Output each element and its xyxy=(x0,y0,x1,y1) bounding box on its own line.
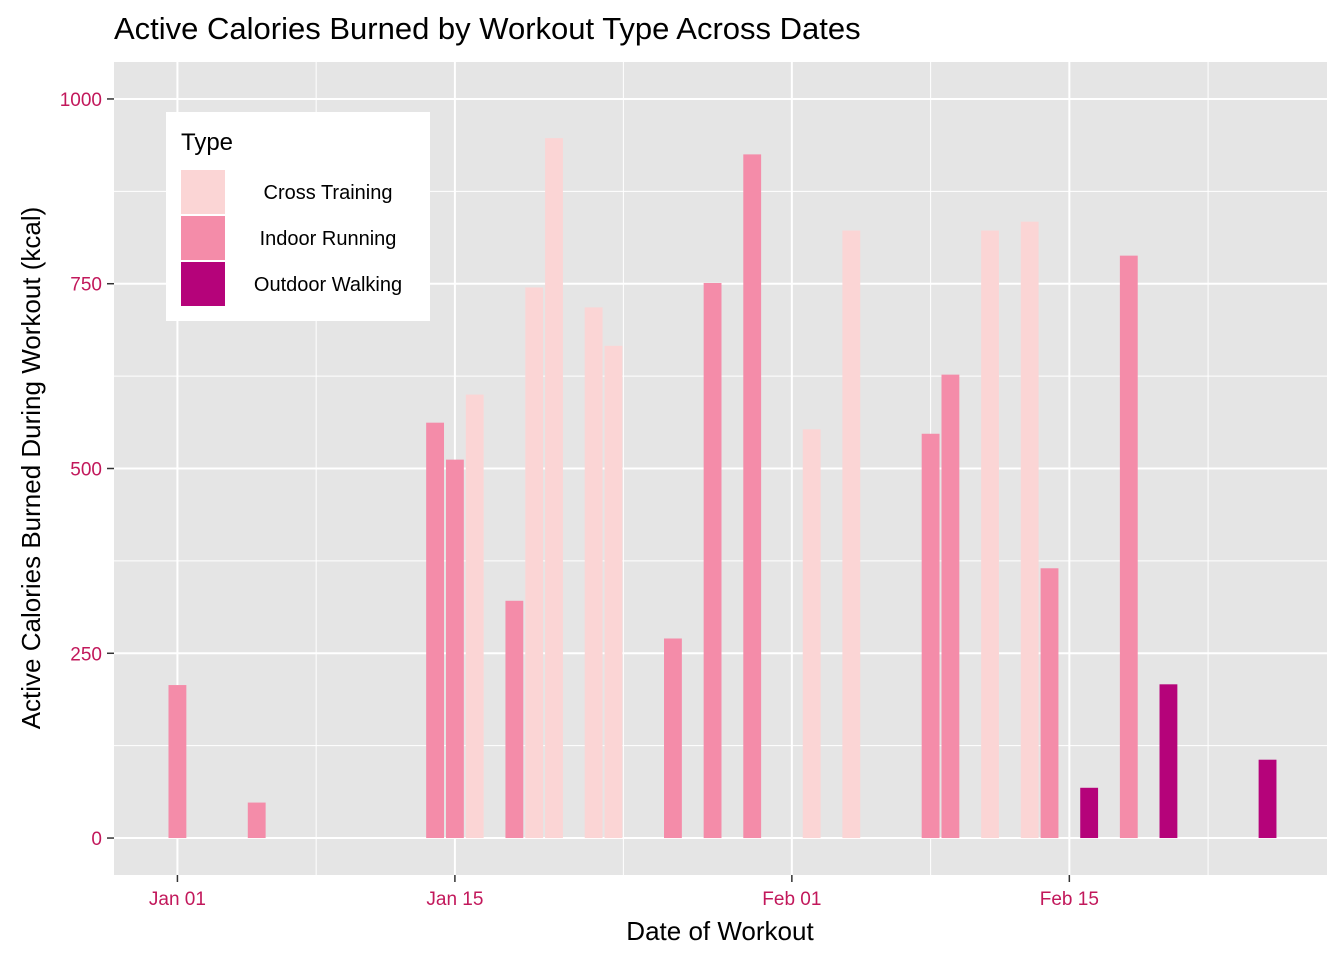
y-tick-label: 500 xyxy=(70,460,102,481)
legend-label: Cross Training xyxy=(264,182,393,204)
bar-indoor-running xyxy=(664,638,682,839)
bar-indoor-running xyxy=(1040,568,1059,839)
legend-title: Type xyxy=(181,129,233,156)
x-tick-label: Feb 01 xyxy=(762,889,821,910)
chart-title: Active Calories Burned by Workout Type A… xyxy=(114,11,861,46)
x-axis: Jan 01 Jan 15 Feb 01 Feb 15 xyxy=(149,875,1099,910)
legend-key xyxy=(181,262,225,306)
y-tick-label: 250 xyxy=(70,644,102,665)
bar-cross-training xyxy=(545,138,563,839)
bar-indoor-running xyxy=(941,374,960,839)
bar-cross-training xyxy=(465,394,484,839)
legend: Type Cross Training Indoor Running Outdoor… xyxy=(166,112,430,321)
bar-outdoor-walking xyxy=(1080,787,1099,839)
y-axis: 0 250 500 750 1000 xyxy=(60,90,114,850)
y-axis-title: Active Calories Burned During Workout (k… xyxy=(16,207,46,730)
bar-indoor-running xyxy=(703,282,722,839)
bar-cross-training xyxy=(1020,221,1039,839)
legend-key xyxy=(181,216,225,260)
bar-indoor-running xyxy=(247,802,266,839)
legend-label: Indoor Running xyxy=(260,228,397,250)
bar-cross-training xyxy=(584,307,603,839)
x-axis-title: Date of Workout xyxy=(626,916,814,946)
bar-cross-training xyxy=(604,345,623,839)
y-tick-label: 750 xyxy=(70,275,102,296)
bar-outdoor-walking xyxy=(1159,684,1178,839)
x-tick-label: Feb 15 xyxy=(1040,889,1099,910)
bar-indoor-running xyxy=(445,459,464,839)
bar-indoor-running xyxy=(1119,255,1138,839)
bar-cross-training xyxy=(525,287,544,839)
bar-indoor-running xyxy=(505,600,524,839)
y-tick-label: 1000 xyxy=(60,90,102,111)
bar-cross-training xyxy=(842,230,861,839)
x-tick-label: Jan 15 xyxy=(426,889,483,910)
y-tick-label: 0 xyxy=(91,829,102,850)
bar-indoor-running xyxy=(426,422,445,839)
bars xyxy=(168,138,1277,839)
bar-indoor-running xyxy=(743,154,762,839)
x-tick-label: Jan 01 xyxy=(149,889,206,910)
bar-outdoor-walking xyxy=(1258,759,1277,839)
legend-label: Outdoor Walking xyxy=(254,274,402,296)
bar-cross-training xyxy=(802,429,821,839)
bar-indoor-running xyxy=(168,685,187,839)
bar-cross-training xyxy=(981,230,999,839)
bar-indoor-running xyxy=(921,433,940,839)
legend-key xyxy=(181,170,225,214)
